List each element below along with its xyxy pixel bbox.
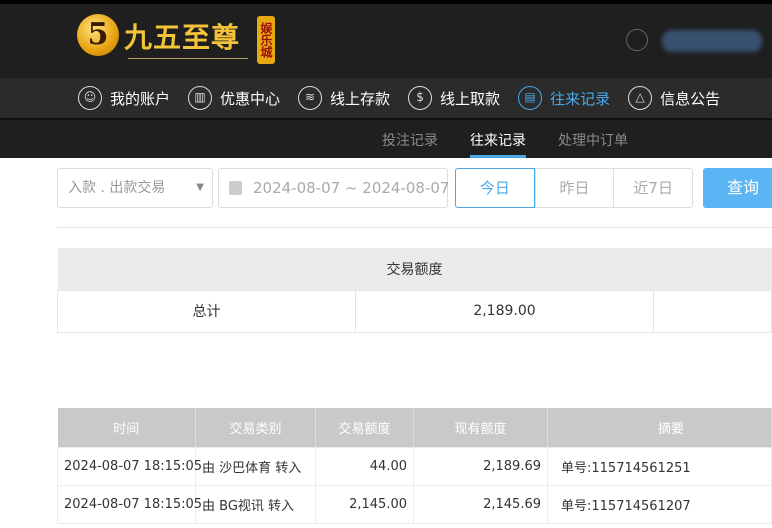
cell-balance: 2,189.69: [413, 446, 548, 486]
cell-time: 2024-08-07 18:15:05: [57, 446, 202, 486]
cell-type: 由 BG视讯 转入: [195, 484, 316, 524]
subtab-pending-orders[interactable]: 处理中订单: [558, 133, 628, 149]
user-avatar-icon[interactable]: [626, 29, 648, 51]
summary-table: 交易额度 总计 2,189.00: [57, 248, 772, 333]
cell-summary: 单号:115714561251: [547, 446, 772, 486]
cell-amount: 2,145.00: [315, 484, 414, 524]
date-range-input[interactable]: 2024-08-07 ~ 2024-08-07: [218, 168, 450, 208]
date-range-value: 2024-08-07 ~ 2024-08-07: [253, 179, 450, 197]
logo-badge: 娱乐城: [257, 16, 275, 64]
col-time: 时间: [57, 408, 196, 447]
table-row: 2024-08-07 18:15:05 由 BG视讯 转入 2,145.00 2…: [57, 484, 772, 524]
top-strip: [0, 0, 772, 4]
nav-messages[interactable]: △ 信息公告: [628, 78, 720, 118]
col-summary: 摘要: [547, 408, 772, 447]
records-table: 时间 交易类别 交易额度 现有额度 摘要 2024-08-07 18:15:05…: [57, 408, 772, 524]
record-icon: ▤: [518, 86, 543, 110]
user-icon: ☺: [78, 86, 102, 110]
query-button[interactable]: 查询: [703, 168, 772, 208]
yesterday-button[interactable]: 昨日: [534, 169, 614, 207]
summary-value: 2,189.00: [355, 289, 654, 333]
divider: [57, 227, 772, 228]
logo-mark[interactable]: 5: [77, 14, 119, 56]
nav-label: 优惠中心: [220, 89, 281, 108]
cell-time: 2024-08-07 18:15:05: [57, 484, 202, 524]
withdraw-icon: $: [408, 86, 433, 110]
nav-label: 线上存款: [330, 89, 391, 108]
col-amount: 交易额度: [315, 408, 414, 447]
nav-my-account[interactable]: ☺ 我的账户: [78, 78, 170, 118]
col-balance: 现有额度: [413, 408, 548, 447]
cell-amount: 44.00: [315, 446, 414, 486]
gift-icon: ▥: [188, 86, 213, 110]
nav-label: 往来记录: [550, 89, 611, 108]
nav-label: 我的账户: [110, 89, 171, 108]
nav-withdraw[interactable]: $ 线上取款: [408, 78, 500, 118]
logo-ornament: [128, 58, 248, 59]
active-tab-indicator: [470, 155, 526, 158]
transaction-type-select[interactable]: 入款 . 出款交易 ▼: [57, 168, 213, 208]
quick-date-group: 今日 昨日 近7日: [455, 168, 693, 208]
nav-records[interactable]: ▤ 往来记录: [518, 78, 610, 118]
last-7-days-button[interactable]: 近7日: [613, 169, 692, 207]
deposit-icon: ≋: [298, 86, 323, 110]
dropdown-arrow-icon: ▼: [196, 182, 204, 193]
bell-icon: △: [628, 86, 653, 110]
summary-header: 交易额度: [57, 248, 772, 290]
summary-empty: [653, 289, 772, 333]
nav-deposit[interactable]: ≋ 线上存款: [298, 78, 390, 118]
today-button[interactable]: 今日: [455, 168, 535, 208]
subtab-transactions[interactable]: 往来记录: [470, 133, 526, 149]
summary-label: 总计: [57, 289, 356, 333]
nav-promotions[interactable]: ▥ 优惠中心: [188, 78, 280, 118]
sub-nav: 投注记录 往来记录 处理中订单: [0, 120, 772, 158]
logo-text[interactable]: 九五至尊: [124, 21, 241, 54]
nav-divider: [0, 118, 772, 120]
cell-balance: 2,145.69: [413, 484, 548, 524]
table-row: 2024-08-07 18:15:05 由 沙巴体育 转入 44.00 2,18…: [57, 446, 772, 486]
subtab-bet-records[interactable]: 投注记录: [382, 133, 438, 149]
calendar-icon: [229, 181, 242, 195]
select-value: 入款 . 出款交易: [68, 180, 166, 196]
username-blurred[interactable]: [662, 30, 762, 52]
cell-type: 由 沙巴体育 转入: [195, 446, 316, 486]
col-type: 交易类别: [195, 408, 316, 447]
nav-label: 线上取款: [440, 89, 501, 108]
cell-summary: 单号:115714561207: [547, 484, 772, 524]
nav-label: 信息公告: [660, 89, 721, 108]
main-nav: ☺ 我的账户 ▥ 优惠中心 ≋ 线上存款 $ 线上取款 ▤ 往来记录 △ 信息公告: [0, 78, 772, 118]
